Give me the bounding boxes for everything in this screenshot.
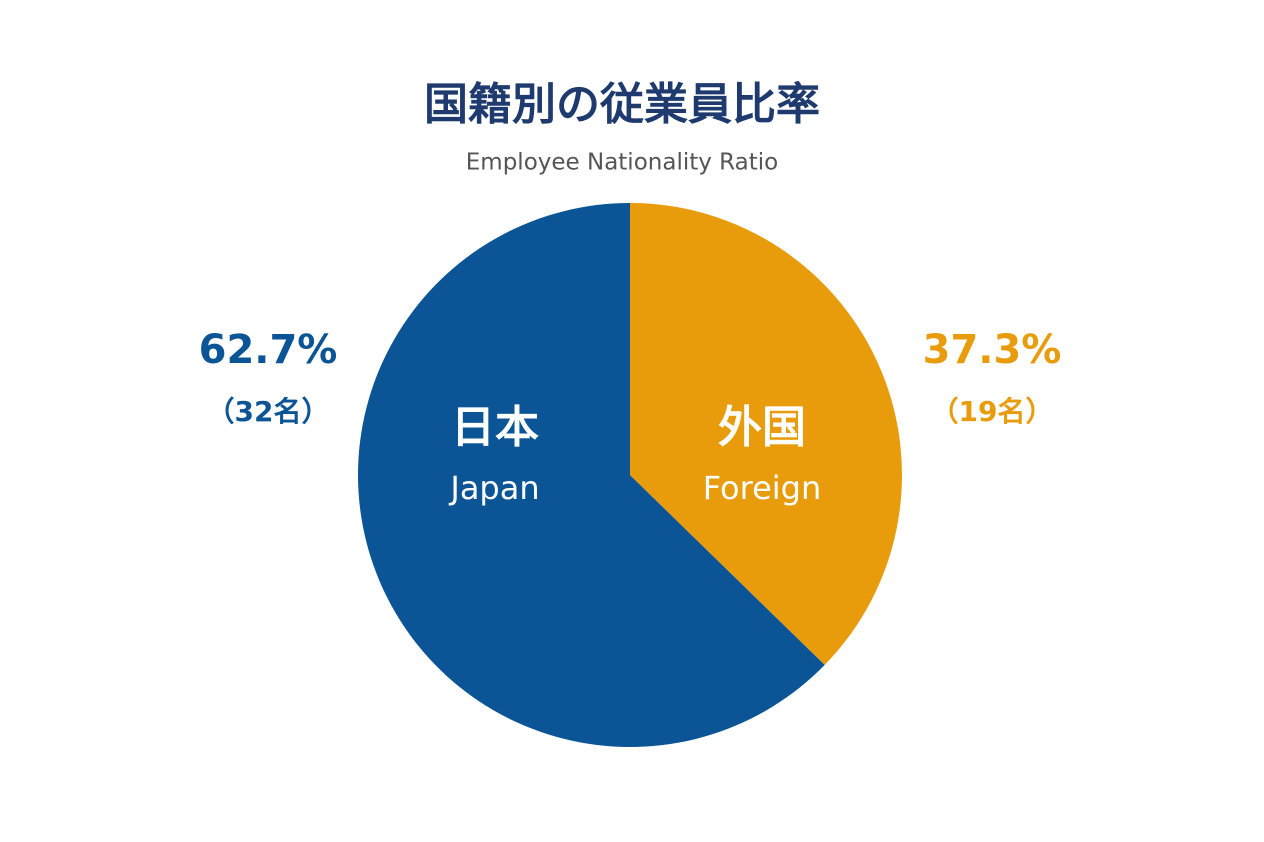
count-label: （32名） <box>207 395 330 428</box>
slice-label-en: Foreign <box>703 469 821 507</box>
count-label: （19名） <box>931 395 1054 428</box>
slice-label-en: Japan <box>448 469 539 507</box>
pie-slice <box>630 203 902 665</box>
pie-slice <box>358 203 825 747</box>
value-label: 62.7% <box>199 327 338 373</box>
slice-label: 日本 <box>451 402 539 453</box>
chart-title: 国籍別の従業員比率 <box>424 79 820 130</box>
slice-label: 外国 <box>718 402 806 453</box>
value-label: 37.3% <box>923 327 1062 373</box>
chart-subtitle: Employee Nationality Ratio <box>466 150 778 176</box>
